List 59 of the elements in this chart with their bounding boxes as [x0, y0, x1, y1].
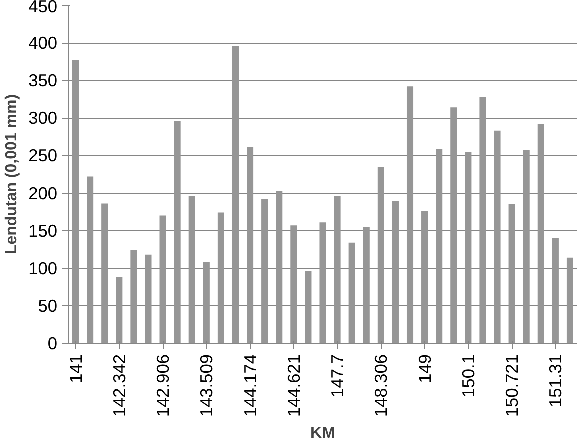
bar	[406, 86, 414, 344]
bar	[130, 250, 138, 344]
x-tick-label: 151.31	[546, 354, 566, 408]
x-tick-label: 144.174	[240, 354, 260, 418]
x-axis-title: KM	[310, 425, 336, 442]
bar	[160, 216, 166, 344]
x-tick-label: 144.621	[284, 354, 304, 418]
y-tick-label: 50	[38, 296, 58, 316]
bar	[232, 46, 240, 344]
bar	[72, 60, 80, 344]
y-tick-label: 450	[28, 0, 58, 16]
bar	[218, 212, 224, 344]
bar	[450, 108, 458, 344]
bar	[378, 166, 384, 344]
x-tick-label: 143.509	[196, 354, 217, 418]
x-tick-label: 148.306	[371, 354, 392, 418]
x-tick-label: 147.7	[328, 354, 348, 398]
bar	[566, 258, 574, 344]
bar	[494, 130, 501, 344]
x-tick-label: 150.1	[458, 354, 478, 398]
bar	[102, 204, 108, 344]
y-tick-label: 150	[28, 220, 58, 241]
x-tick-label: 150.721	[502, 354, 522, 418]
bar	[422, 211, 428, 344]
bar	[392, 202, 399, 344]
bar	[247, 147, 254, 344]
x-tick-label: 141	[66, 354, 86, 384]
y-tick-label: 350	[28, 70, 58, 91]
bar	[276, 191, 283, 344]
bar	[436, 148, 443, 344]
y-tick-label: 0	[48, 334, 58, 354]
bar	[305, 271, 312, 344]
bar	[203, 262, 210, 344]
y-tick-label: 400	[28, 33, 58, 54]
bar	[508, 204, 516, 344]
bar	[87, 176, 94, 344]
bar	[465, 152, 472, 344]
y-axis-title: Lendutan (0,001 mm)	[4, 94, 21, 255]
bar	[116, 277, 123, 344]
x-tick-label: 149	[414, 354, 435, 384]
bar	[552, 238, 559, 344]
bar	[334, 196, 341, 344]
y-tick-label: 200	[28, 183, 58, 204]
bar	[523, 150, 530, 344]
y-tick-label: 250	[28, 146, 58, 166]
bar	[348, 242, 356, 344]
bar	[188, 196, 196, 344]
bar	[320, 222, 326, 344]
y-tick-label: 100	[28, 258, 58, 278]
y-tick-label: 300	[28, 108, 58, 128]
bar	[262, 199, 268, 344]
bar	[480, 97, 486, 344]
bar	[290, 226, 298, 344]
bar	[538, 124, 544, 344]
bar	[174, 121, 181, 344]
bar	[363, 227, 370, 344]
bar	[145, 254, 152, 344]
x-tick-label: 142.906	[153, 354, 174, 418]
x-tick-label: 142.342	[109, 354, 130, 418]
